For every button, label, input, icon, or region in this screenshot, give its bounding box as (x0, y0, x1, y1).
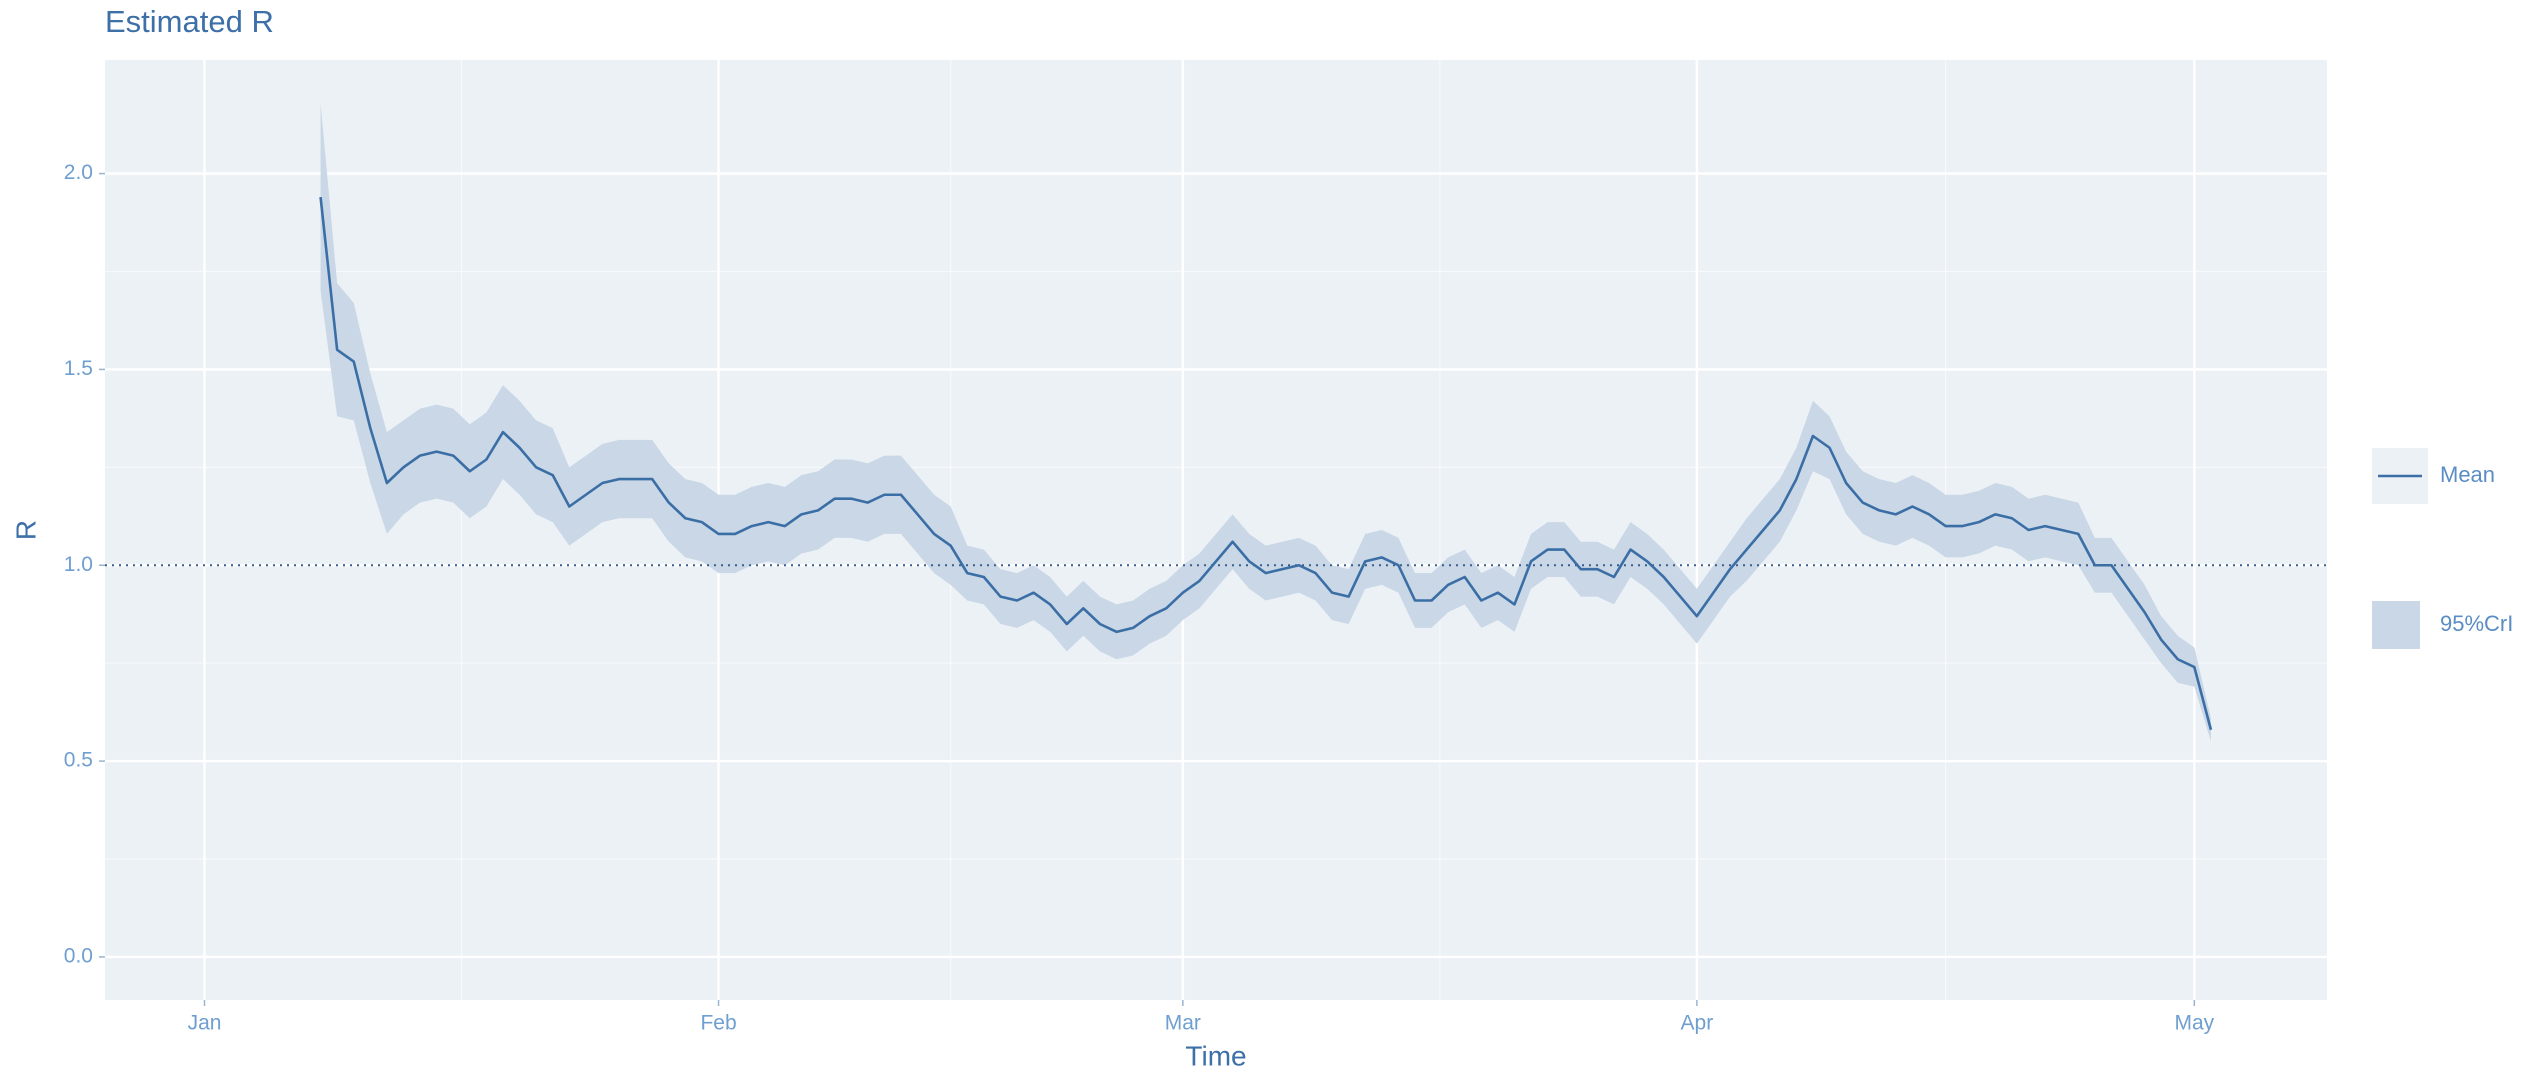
y-tick-label: 0.5 (64, 749, 93, 772)
y-tick-label: 1.0 (64, 553, 93, 576)
x-tick-label: Feb (700, 1012, 736, 1035)
x-tick-label: May (2174, 1012, 2214, 1035)
chart-title: Estimated R (105, 4, 274, 39)
y-tick-label: 2.0 (64, 161, 93, 184)
mean-line (319, 196, 2213, 731)
x-tick-label: Apr (1681, 1012, 1714, 1035)
legend-label: Mean (2440, 462, 2495, 487)
legend-key (2372, 601, 2420, 649)
x-tick-label: Jan (188, 1012, 222, 1035)
y-axis-title: R (10, 520, 41, 540)
legend-label: 95%CrI (2440, 611, 2513, 636)
x-tick-label: Mar (1165, 1012, 1201, 1035)
credible-band (320, 103, 2211, 742)
y-tick-label: 1.5 (64, 357, 93, 380)
x-axis-title: Time (1185, 1040, 1246, 1071)
y-tick-label: 0.0 (64, 944, 93, 967)
